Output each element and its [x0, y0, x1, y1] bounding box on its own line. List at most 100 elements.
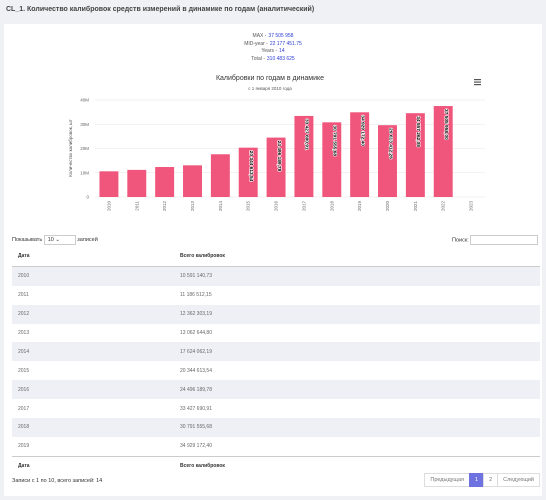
x-tick-label: 2022	[441, 201, 446, 212]
bar	[183, 165, 202, 197]
stat-value: 14	[279, 48, 285, 54]
table-cell: 11 186 512,15	[180, 292, 212, 299]
page-title: CL_1. Количество калибровок средств изме…	[6, 6, 315, 13]
length-suffix: записей	[77, 237, 98, 243]
search-label: Поиск:	[452, 237, 469, 244]
table-cell: 2018	[12, 418, 174, 437]
pagination: Предыдущая 1 2 Следующий	[424, 473, 540, 487]
table-row: 2012 12 362 303,19	[12, 304, 540, 324]
x-tick-label: 2023	[469, 201, 474, 212]
table-foot: Дата Всего калибровок	[12, 455, 540, 476]
stat: MAX -37 505 958	[0, 33, 546, 41]
x-tick-label: 2017	[301, 201, 306, 212]
x-tick-label: 2020	[385, 201, 390, 212]
data-label: 37 505 958,00	[443, 109, 449, 140]
search-input[interactable]	[470, 235, 539, 245]
stat-value: 310 483 625	[266, 55, 295, 62]
table-cell: 30 791 555,68	[174, 418, 540, 437]
y-tick-label: 30M	[80, 122, 89, 127]
header-row: Дата Всего калибровок	[12, 247, 540, 267]
x-tick-label: 2016	[274, 201, 279, 212]
search: Поиск:	[452, 235, 539, 245]
table-row: 2017 33 427 690,91	[12, 399, 540, 418]
column-header[interactable]: Дата	[12, 247, 174, 267]
x-tick-label: 2021	[413, 201, 418, 212]
length-select[interactable]: 10 ⌄	[43, 235, 76, 245]
data-label: 20 344 613,54	[248, 151, 254, 182]
data-label: 24 496 189,78	[276, 141, 282, 172]
bar	[350, 112, 370, 197]
bar	[433, 106, 453, 197]
table-row: 2014 17 624 062,19	[12, 342, 540, 362]
chart-subtitle: с 1 января 2010 года	[248, 86, 292, 91]
stat-label: MAX -	[252, 33, 267, 39]
table-cell: 2011	[18, 292, 29, 299]
table-cell: 10 591 140,73	[174, 266, 540, 286]
table-wrap: Дата Всего калибровок 2010 10 591 140,73 201…	[12, 247, 540, 476]
column-footer: Всего калибровок	[174, 455, 540, 476]
table-row: 2010 10 591 140,73	[12, 266, 540, 286]
menu-icon[interactable]	[474, 79, 481, 86]
table-cell: 33 427 690,91	[180, 405, 212, 412]
table-cell: 2010	[12, 266, 174, 286]
length-control: Показывать 10 ⌄ записей	[12, 235, 98, 245]
x-tick-label: 2010	[106, 201, 111, 212]
table-row: 2018 30 791 555,68	[12, 418, 540, 437]
column-header[interactable]: Всего калибровок	[174, 247, 540, 267]
table-info: Записи с 1 по 10, всего записей: 14	[12, 478, 103, 484]
x-tick-label: 2014	[218, 201, 223, 212]
bar	[210, 154, 230, 197]
table-cell: 2015	[18, 367, 30, 374]
column-footer: Дата	[12, 455, 174, 476]
page-button[interactable]: 2	[483, 473, 499, 487]
bar	[322, 122, 342, 197]
stats: MAX -37 505 958 MID-year -22 177 451.75 Ye…	[0, 33, 546, 63]
table-cell: 20 344 613,54	[180, 367, 212, 374]
bar	[127, 169, 147, 197]
footer-row: Дата Всего калибровок	[12, 455, 540, 476]
chart-title: Калибровки по годам в динамике	[216, 74, 324, 82]
table-cell: 12 362 303,19	[174, 304, 540, 324]
data-label: 29 613 412,26	[387, 128, 393, 159]
x-tick-label: 2018	[329, 201, 334, 212]
data-label: 34 929 172,40	[359, 115, 365, 146]
stat: Years -14	[0, 48, 546, 56]
table-body: 2010 10 591 140,73 2011 11 186 512,15 2012 12…	[12, 266, 540, 456]
data-label: 33 427 690,91	[304, 119, 310, 150]
table-row: 2013 13 062 644,80	[12, 324, 540, 343]
bar	[155, 167, 175, 197]
y-tick-label: 10M	[80, 170, 89, 175]
x-tick-label: 2012	[162, 201, 167, 212]
x-tick-label: 2015	[246, 201, 251, 212]
stat-value: 37 505 958	[268, 33, 294, 39]
bar	[378, 125, 397, 197]
table-cell: 17 624 062,19	[174, 342, 540, 362]
table: Дата Всего калибровок 2010 10 591 140,73 201…	[12, 247, 540, 476]
data-label: 34 557 262,08	[415, 116, 421, 147]
table-cell: 2014	[12, 342, 174, 362]
page-button[interactable]: Предыдущая	[424, 473, 470, 487]
page-button[interactable]: Следующий	[497, 473, 540, 487]
bar	[238, 147, 258, 197]
y-tick-label: 40M	[80, 98, 89, 103]
table-cell: 34 929 172,40	[180, 443, 212, 450]
length-prefix: Показывать	[12, 237, 43, 243]
x-tick-label: 2011	[134, 201, 139, 211]
stat-label: Years -	[261, 48, 278, 54]
bar	[405, 113, 425, 197]
table-row: 2015 20 344 613,54	[12, 361, 540, 380]
table-row: 2011 11 186 512,15	[12, 286, 540, 305]
y-axis-label: Количество калибровок, шт	[68, 119, 73, 177]
table-cell: 13 062 644,80	[180, 330, 212, 336]
page-button[interactable]: 1	[469, 473, 485, 487]
table-cell: 2012	[12, 304, 174, 324]
length-value: 10	[47, 237, 54, 243]
bar	[266, 137, 286, 197]
chart: Калибровки по годам в динамике с 1 январ…	[68, 74, 485, 212]
bar	[294, 115, 314, 197]
table-head: Дата Всего калибровок	[12, 247, 540, 267]
table-row: 2019 34 929 172,40	[12, 437, 540, 456]
x-tick-label: 2013	[190, 201, 195, 212]
table-cell: 24 496 189,78	[174, 380, 540, 400]
